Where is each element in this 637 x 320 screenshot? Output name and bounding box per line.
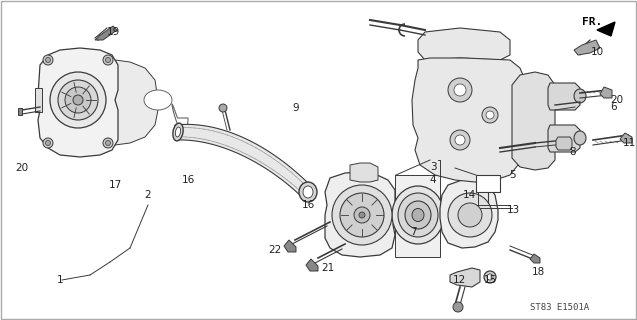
Polygon shape xyxy=(325,172,395,257)
Circle shape xyxy=(448,78,472,102)
Polygon shape xyxy=(450,268,480,287)
Text: 15: 15 xyxy=(483,275,497,285)
Polygon shape xyxy=(556,137,572,150)
Circle shape xyxy=(359,212,365,218)
Polygon shape xyxy=(115,60,158,145)
Polygon shape xyxy=(395,175,440,257)
Polygon shape xyxy=(600,87,612,98)
Text: 16: 16 xyxy=(182,175,195,185)
Text: 20: 20 xyxy=(610,95,624,105)
Text: 8: 8 xyxy=(569,147,576,157)
Circle shape xyxy=(43,55,53,65)
Circle shape xyxy=(50,72,106,128)
Circle shape xyxy=(45,140,50,146)
Ellipse shape xyxy=(175,127,181,137)
Polygon shape xyxy=(548,125,580,152)
Circle shape xyxy=(453,302,463,312)
Text: 16: 16 xyxy=(301,200,315,210)
Text: 21: 21 xyxy=(322,263,334,273)
Text: 12: 12 xyxy=(452,275,466,285)
Polygon shape xyxy=(284,240,296,252)
Polygon shape xyxy=(597,22,615,36)
Ellipse shape xyxy=(405,201,431,229)
Circle shape xyxy=(484,271,496,283)
Polygon shape xyxy=(440,180,498,248)
Circle shape xyxy=(455,135,465,145)
Text: 3: 3 xyxy=(430,162,436,172)
Text: 11: 11 xyxy=(622,138,636,148)
Circle shape xyxy=(58,80,98,120)
Polygon shape xyxy=(620,133,632,143)
Polygon shape xyxy=(350,163,378,182)
Text: 20: 20 xyxy=(15,163,29,173)
Text: 14: 14 xyxy=(462,190,476,200)
Polygon shape xyxy=(38,48,118,157)
Polygon shape xyxy=(412,58,525,182)
Ellipse shape xyxy=(299,182,317,202)
Ellipse shape xyxy=(173,123,183,141)
Circle shape xyxy=(450,130,470,150)
Text: 2: 2 xyxy=(145,190,152,200)
Polygon shape xyxy=(574,40,600,55)
Text: 4: 4 xyxy=(430,175,436,185)
Text: 19: 19 xyxy=(106,27,120,37)
Text: 9: 9 xyxy=(292,103,299,113)
Ellipse shape xyxy=(303,186,313,198)
Circle shape xyxy=(73,95,83,105)
Text: ST83 E1501A: ST83 E1501A xyxy=(531,303,590,313)
Circle shape xyxy=(482,107,498,123)
Circle shape xyxy=(487,274,493,280)
Circle shape xyxy=(103,138,113,148)
Polygon shape xyxy=(18,108,22,115)
Circle shape xyxy=(332,185,392,245)
Circle shape xyxy=(43,138,53,148)
Text: 7: 7 xyxy=(410,227,417,237)
Text: 1: 1 xyxy=(57,275,63,285)
Ellipse shape xyxy=(412,209,424,221)
Circle shape xyxy=(106,140,110,146)
Circle shape xyxy=(448,193,492,237)
Ellipse shape xyxy=(574,89,586,103)
Circle shape xyxy=(103,55,113,65)
Circle shape xyxy=(45,58,50,62)
Polygon shape xyxy=(35,88,42,112)
Polygon shape xyxy=(476,175,500,192)
Text: 13: 13 xyxy=(506,205,520,215)
Text: 5: 5 xyxy=(510,170,517,180)
Polygon shape xyxy=(175,124,310,200)
Circle shape xyxy=(219,104,227,112)
Text: 18: 18 xyxy=(531,267,545,277)
Polygon shape xyxy=(144,90,172,110)
Circle shape xyxy=(486,111,494,119)
Text: FR.: FR. xyxy=(582,17,602,27)
Circle shape xyxy=(458,203,482,227)
Polygon shape xyxy=(512,72,555,170)
Ellipse shape xyxy=(392,186,444,244)
Polygon shape xyxy=(418,28,510,60)
Polygon shape xyxy=(530,254,540,263)
Circle shape xyxy=(454,84,466,96)
Ellipse shape xyxy=(574,131,586,145)
Polygon shape xyxy=(95,26,117,40)
Ellipse shape xyxy=(398,193,438,237)
Text: 22: 22 xyxy=(268,245,282,255)
Circle shape xyxy=(106,58,110,62)
Text: 6: 6 xyxy=(611,102,617,112)
Circle shape xyxy=(354,207,370,223)
Polygon shape xyxy=(548,83,580,110)
Circle shape xyxy=(65,87,91,113)
Polygon shape xyxy=(306,259,318,271)
Text: 10: 10 xyxy=(590,47,604,57)
Circle shape xyxy=(340,193,384,237)
Text: 17: 17 xyxy=(108,180,122,190)
